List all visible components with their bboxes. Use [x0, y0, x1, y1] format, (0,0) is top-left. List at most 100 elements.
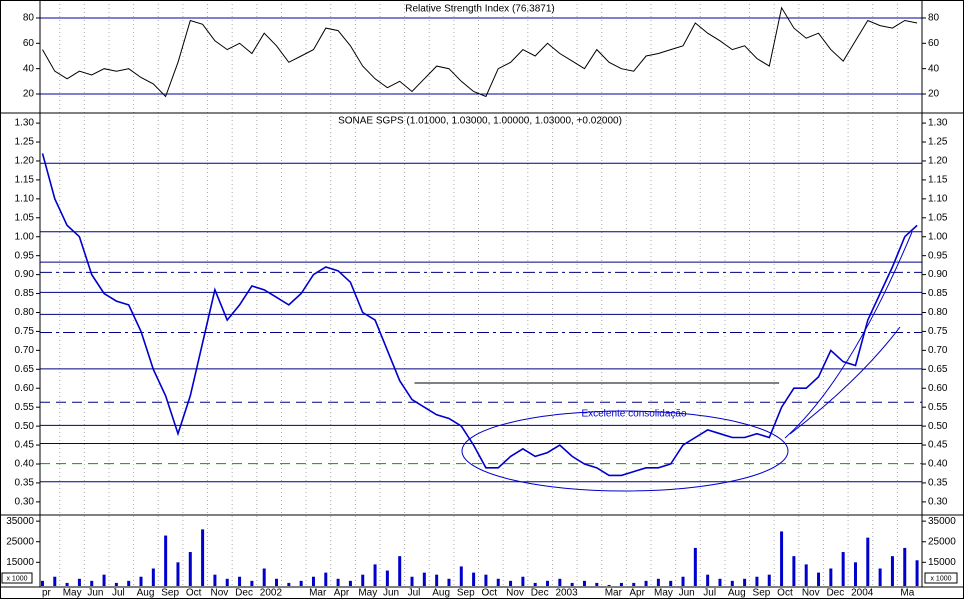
volume-bar: [77, 578, 81, 586]
volume-bar: [546, 580, 550, 586]
x-tick-label: Oct: [186, 588, 202, 599]
x-tick-label: Nov: [802, 588, 820, 599]
y-tick-label-right: 0.35: [928, 478, 948, 489]
y-tick-label-right: 1.10: [928, 193, 948, 204]
volume-bar: [866, 537, 870, 586]
series-line: [41, 153, 918, 477]
volume-bar: [878, 568, 882, 586]
volume-bar: [385, 570, 389, 586]
volume-bar: [829, 568, 833, 586]
volume-bar: [644, 580, 648, 586]
price-title: SONAE SGPS (1.01000, 1.03000, 1.00000, 1…: [338, 116, 622, 127]
y-tick-label: 1.15: [15, 175, 35, 186]
y-tick-label: 20: [23, 89, 35, 100]
volume-bar: [484, 574, 488, 586]
x-tick-label: Apr: [629, 588, 645, 599]
volume-bar: [287, 582, 291, 586]
x-tick-label: Mar: [309, 588, 327, 599]
x-tick-label: Apr: [334, 588, 350, 599]
y-tick-label: 0.70: [15, 345, 35, 356]
volume-bar: [853, 562, 857, 586]
rsi-title: Relative Strength Index (76.3871): [405, 4, 555, 15]
x-tick-label: Jun: [679, 588, 695, 599]
volume-bar: [311, 576, 315, 586]
volume-bar: [299, 580, 303, 586]
unit-label: x 1000: [6, 575, 27, 582]
volume-bar: [188, 552, 192, 586]
volume-bar: [348, 580, 352, 586]
volume-bar: [151, 568, 155, 586]
y-tick-label-right: 20: [928, 89, 940, 100]
y-tick-label-right: 0.40: [928, 459, 948, 470]
volume-bar: [176, 562, 180, 586]
y-tick-label: 40: [23, 63, 35, 74]
volume-bar: [792, 556, 796, 586]
volume-bar: [422, 572, 426, 586]
volume-bar: [656, 578, 660, 586]
y-tick-label-right: 40: [928, 63, 940, 74]
volume-bar: [238, 576, 242, 586]
unit-label: x 1000: [930, 575, 951, 582]
y-tick-label: 0.75: [15, 326, 35, 337]
y-tick-label: 15000: [6, 557, 34, 568]
y-tick-label: 0.40: [15, 459, 35, 470]
volume-bar: [521, 576, 525, 586]
y-tick-label-right: 1.20: [928, 156, 948, 167]
y-tick-label-right: 0.60: [928, 383, 948, 394]
volume-bar: [730, 580, 734, 586]
y-tick-label-right: 0.45: [928, 440, 948, 451]
volume-bar: [65, 582, 69, 586]
volume-bar: [669, 580, 673, 586]
x-tick-label: Dec: [826, 588, 844, 599]
y-tick-label: 1.05: [15, 212, 35, 223]
volume-bar: [619, 582, 623, 586]
volume-bar: [53, 576, 57, 586]
y-tick-label-right: 0.95: [928, 250, 948, 261]
volume-bar: [706, 574, 710, 586]
annotation: Excelente consolidação: [581, 409, 687, 420]
y-tick-label-right: 0.70: [928, 345, 948, 356]
x-tick-label: Aug: [432, 588, 450, 599]
volume-bar: [250, 580, 254, 586]
y-tick-label-right: 0.50: [928, 421, 948, 432]
volume-bar: [472, 572, 476, 586]
x-tick-label: Jul: [703, 588, 716, 599]
y-tick-label: 80: [23, 13, 35, 24]
y-tick-label: 0.80: [15, 307, 35, 318]
volume-bar: [817, 572, 821, 586]
y-tick-label: 1.00: [15, 231, 35, 242]
y-tick-label-right: 1.15: [928, 175, 948, 186]
volume-bar: [496, 578, 500, 586]
volume-bar: [262, 568, 266, 586]
volume-bar: [607, 584, 611, 586]
unit-box: [924, 572, 958, 584]
y-tick-label: 1.20: [15, 156, 35, 167]
volume-bar: [841, 552, 845, 586]
volume-bar: [718, 578, 722, 586]
x-tick-label: Jul: [112, 588, 125, 599]
y-tick-label-right: 15000: [928, 557, 956, 568]
y-tick-label: 1.25: [15, 137, 35, 148]
y-tick-label-right: 0.85: [928, 288, 948, 299]
y-tick-label: 0.95: [15, 250, 35, 261]
volume-bar: [693, 547, 697, 586]
y-tick-label: 0.55: [15, 402, 35, 413]
y-tick-label-right: 35000: [928, 516, 956, 527]
x-tick-label: Sep: [753, 588, 771, 599]
x-tick-label: Dec: [531, 588, 549, 599]
volume-bar: [903, 547, 907, 586]
volume-bar: [743, 578, 747, 586]
volume-bar: [915, 560, 919, 586]
y-tick-label-right: 80: [928, 13, 940, 24]
x-tick-label: Ma: [900, 588, 914, 599]
y-tick-label-right: 0.90: [928, 269, 948, 280]
x-tick-label: pr: [42, 588, 52, 599]
volume-bar: [102, 574, 106, 586]
volume-bar: [398, 556, 402, 586]
y-tick-label: 0.45: [15, 440, 35, 451]
x-tick-label: May: [63, 588, 82, 599]
y-tick-label: 0.50: [15, 421, 35, 432]
volume-bar: [40, 580, 44, 586]
volume-bar: [336, 578, 340, 586]
x-tick-label: Jul: [408, 588, 421, 599]
